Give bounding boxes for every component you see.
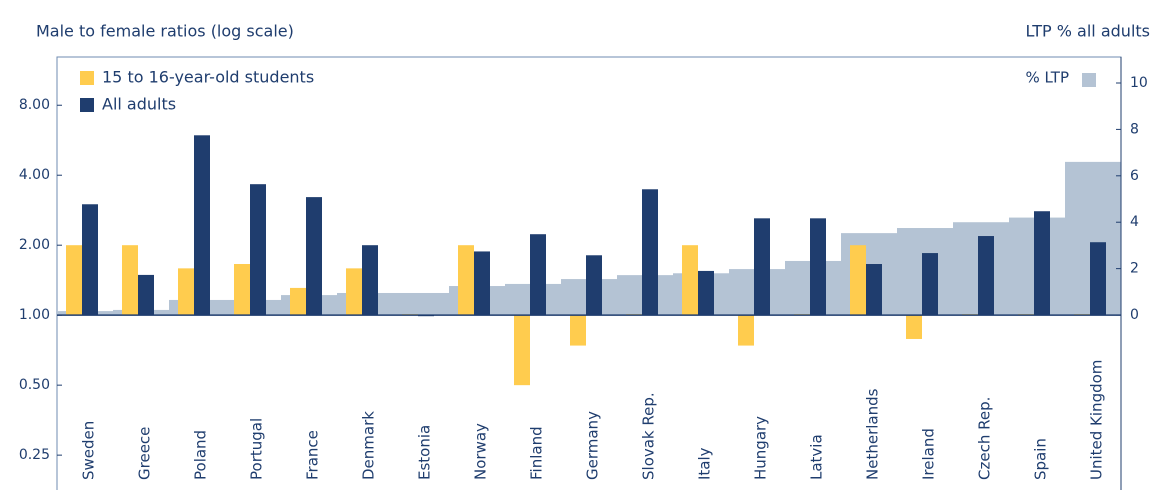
x-tick-label: Spain [1032, 438, 1050, 480]
x-tick-label: France [304, 430, 322, 480]
x-tick-label: Hungary [752, 416, 770, 480]
bar [290, 287, 306, 316]
bar [234, 264, 250, 316]
x-tick-label: Slovak Rep. [640, 392, 658, 480]
bar [458, 245, 474, 316]
bar [570, 315, 586, 346]
x-tick-label: Portugal [248, 418, 266, 480]
y2-tick-label: 2 [1130, 261, 1139, 277]
y-tick-label: 2.00 [19, 237, 50, 253]
x-tick-label: Ireland [920, 428, 938, 480]
legend-swatch [1082, 73, 1096, 87]
bar [978, 236, 994, 316]
bar [346, 268, 362, 316]
x-tick-label: Denmark [360, 411, 378, 480]
bar [250, 184, 266, 316]
y2-tick-label: 4 [1130, 214, 1139, 230]
x-tick-label: Italy [696, 447, 714, 480]
bar [682, 245, 698, 316]
x-tick-label: Netherlands [864, 388, 882, 480]
y2-tick-label: 10 [1130, 75, 1148, 91]
bar [194, 135, 210, 316]
y2-tick-label: 0 [1130, 307, 1139, 323]
x-tick-label: Sweden [80, 421, 98, 480]
bar [754, 218, 770, 316]
bar [810, 218, 826, 316]
y-tick-label: 0.50 [19, 377, 50, 393]
chart-title: Male to female ratios (log scale) [36, 22, 294, 41]
y-tick-label: 4.00 [19, 167, 50, 183]
x-tick-label: Germany [584, 411, 602, 480]
x-tick-label: Latvia [808, 434, 826, 480]
bar [122, 245, 138, 316]
legend-label: All adults [102, 95, 176, 114]
x-tick-label: Czech Rep. [976, 397, 994, 480]
bar [906, 315, 922, 339]
bar [738, 315, 754, 346]
bar [530, 234, 546, 316]
y2-tick-label: 8 [1130, 121, 1139, 137]
bar [850, 245, 866, 316]
bar [922, 253, 938, 316]
x-tick-label: Norway [472, 423, 490, 480]
bar [642, 189, 658, 316]
bar [514, 315, 530, 386]
x-tick-label: Finland [528, 426, 546, 480]
y2-axis-label: LTP % all adults [1026, 22, 1150, 41]
x-tick-label: United Kingdom [1088, 360, 1106, 480]
bar [586, 255, 602, 316]
x-tick-label: Greece [136, 427, 154, 480]
bar [178, 268, 194, 316]
bar [1090, 242, 1106, 316]
bar [362, 245, 378, 316]
bar [474, 251, 490, 316]
legend-label: % LTP [1025, 69, 1069, 87]
bar [306, 197, 322, 316]
bar [698, 270, 714, 316]
legend-swatch [80, 71, 94, 85]
bar [866, 264, 882, 316]
bar [1034, 211, 1050, 316]
y-tick-label: 8.00 [19, 97, 50, 113]
y-tick-label: 0.25 [19, 447, 50, 463]
x-tick-label: Estonia [416, 425, 434, 480]
x-tick-label: Poland [192, 430, 210, 480]
bar [66, 245, 82, 316]
legend-label: 15 to 16-year-old students [102, 68, 314, 87]
bar [138, 274, 154, 316]
bar [82, 204, 98, 316]
y2-tick-label: 6 [1130, 168, 1139, 184]
bar [393, 292, 449, 316]
y-tick-label: 1.00 [19, 307, 50, 323]
legend-swatch [80, 98, 94, 112]
